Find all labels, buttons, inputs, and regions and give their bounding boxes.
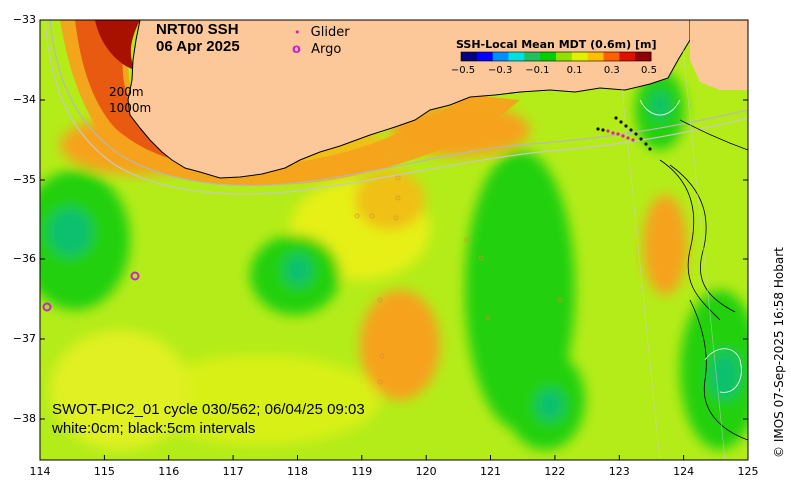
land-east [690, 20, 748, 90]
plot-frame [39, 19, 749, 461]
longitude-tick-label: 119 [351, 465, 373, 478]
latitude-tick-label: −36 [12, 252, 36, 265]
swot-cycle-text: SWOT-PIC2_01 cycle 030/562; 06/04/25 09:… [52, 401, 365, 418]
contour-label-1000m: 1000m [109, 101, 152, 115]
swot-annotation: SWOT-PIC2_01 cycle 030/562; 06/04/25 09:… [52, 400, 365, 438]
colorbar-tick-label: 0.1 [566, 65, 583, 76]
colorbar-swatch [603, 52, 620, 61]
latitude-tick-label: −33 [12, 13, 36, 26]
map-title: NRT00 SSH 06 Apr 2025 [156, 21, 240, 55]
argo-marker-icon: o [292, 42, 301, 57]
colorbar [460, 51, 652, 62]
colorbar-tick-label: −0.1 [525, 65, 550, 76]
colorbar-tick-label: 0.5 [641, 65, 657, 76]
longitude-tick-label: 125 [737, 465, 759, 478]
imos-credit: © IMOS 07-Sep-2025 16:58 Hobart [772, 247, 786, 458]
coastal-current-peak [95, 20, 140, 70]
glider-marker-icon: • [294, 26, 301, 39]
argo-float [42, 302, 52, 312]
longitude-tick-label: 124 [673, 465, 695, 478]
colorbar-swatch [524, 52, 541, 61]
glider-label: Glider [310, 25, 350, 40]
profile-markers [354, 175, 563, 385]
glider-track [596, 116, 652, 151]
axis-ticks [39, 19, 749, 460]
colorbar-swatch [492, 52, 509, 61]
latitude-tick-label: −35 [12, 173, 36, 186]
colorbar-tick-label: 0.3 [603, 65, 620, 76]
latitude-tick-label: −37 [12, 332, 36, 345]
longitude-tick-label: 123 [608, 465, 630, 478]
colorbar-swatch [461, 52, 478, 61]
argo-float [130, 271, 140, 281]
black-contours [659, 119, 748, 441]
product-name: NRT00 SSH [156, 21, 239, 38]
longitude-tick-label: 118 [286, 465, 308, 478]
leeuwin-current-high [60, 20, 520, 186]
colorbar-swatch [587, 52, 604, 61]
map-date: 06 Apr 2025 [156, 38, 240, 55]
longitude-tick-label: 122 [544, 465, 566, 478]
coastal-current-core [75, 20, 215, 165]
latitude-tick-label: −38 [12, 412, 36, 425]
colorbar-swatch [508, 52, 525, 61]
ssh-anomaly-field [40, 70, 748, 450]
contour-200m [49, 20, 748, 187]
legend-argo: o Argo [292, 42, 341, 57]
colorbar-tick-label: −0.3 [488, 65, 513, 76]
colorbar-swatch [556, 52, 573, 61]
contour-1000m [44, 20, 748, 195]
argo-floats [42, 271, 140, 312]
colorbar-swatch [476, 52, 494, 61]
colorbar-title: SSH-Local Mean MDT (0.6m) [m] [456, 38, 657, 51]
longitude-tick-label: 114 [29, 465, 51, 478]
longitude-tick-label: 120 [415, 465, 437, 478]
longitude-tick-label: 115 [93, 465, 115, 478]
argo-label: Argo [311, 42, 342, 57]
longitude-tick-label: 116 [158, 465, 180, 478]
latitude-tick-label: −34 [12, 93, 36, 106]
contour-interval-text: white:0cm; black:5cm intervals [52, 420, 256, 437]
colorbar-swatch [619, 52, 636, 61]
colorbar-swatch [635, 52, 652, 61]
colorbar-swatch [540, 52, 557, 61]
longitude-tick-label: 117 [222, 465, 244, 478]
colorbar-border [460, 51, 652, 62]
white-contours [639, 99, 742, 393]
legend-glider: • Glider [294, 25, 350, 40]
colorbar-tick-label: −0.5 [450, 65, 476, 76]
swot-swath-edges [614, 20, 726, 460]
contour-label-200m: 200m [109, 85, 144, 99]
longitude-tick-label: 121 [480, 465, 502, 478]
colorbar-swatch [571, 52, 589, 61]
